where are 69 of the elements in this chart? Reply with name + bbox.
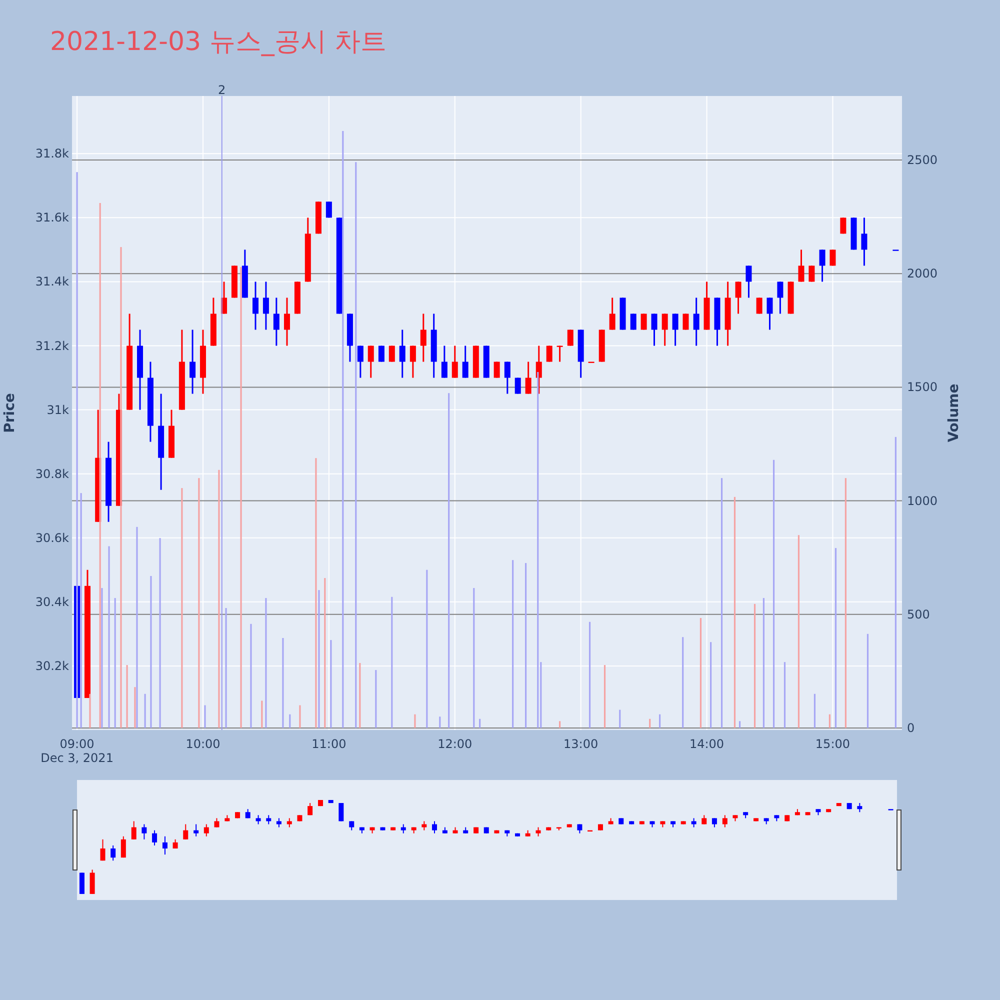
x-tick-label: 12:00 — [438, 737, 472, 751]
y2-axis-title: Volume — [946, 384, 962, 442]
x-tick-label: 13:00 — [564, 737, 598, 751]
y2-tick-label: 0 — [907, 720, 915, 735]
x-tick-label: 09:00 — [60, 737, 94, 751]
y-axis-title: Price — [2, 393, 18, 433]
candlestick — [662, 312, 668, 347]
candlestick — [420, 312, 426, 363]
candlestick — [273, 296, 280, 347]
candlestick — [609, 296, 616, 330]
candlestick — [388, 345, 395, 363]
candlestick — [190, 328, 196, 395]
candlestick — [441, 345, 448, 379]
candlestick — [640, 312, 647, 330]
candlestick — [693, 296, 700, 347]
y2-tick-label: 2000 — [907, 266, 938, 281]
x-tick-label: 14:00 — [689, 737, 724, 751]
candlestick — [357, 345, 364, 379]
candlestick — [756, 296, 762, 314]
candlestick — [746, 264, 752, 298]
candlestick — [808, 264, 815, 282]
candlestick — [462, 345, 468, 379]
candlestick — [567, 328, 574, 347]
y-tick-label: 31.6k — [35, 210, 70, 225]
y-tick-label: 31k — [46, 402, 70, 417]
y-tick-label: 30.8k — [35, 466, 70, 481]
y-tick-label: 30.6k — [35, 530, 70, 545]
candlestick — [536, 345, 542, 395]
candlestick — [504, 361, 510, 395]
y-tick-label: 31.4k — [35, 274, 70, 289]
candlestick — [819, 248, 826, 282]
candlestick — [672, 312, 678, 347]
text: Dec 3, 2021 — [40, 751, 114, 765]
candlestick — [798, 248, 804, 282]
y-tick-label: 30.4k — [35, 594, 70, 609]
candlestick — [399, 328, 406, 379]
candlestick — [735, 280, 742, 314]
candlestick — [840, 216, 846, 234]
candlestick — [410, 345, 416, 379]
y-tick-label: 31.2k — [35, 338, 70, 353]
annotation: 2 — [218, 83, 226, 97]
candlestick — [452, 345, 458, 379]
candlestick — [766, 296, 773, 330]
candlestick — [326, 200, 332, 218]
candlestick — [514, 377, 521, 395]
candlestick — [262, 280, 269, 330]
candlestick — [651, 312, 658, 347]
candlestick — [368, 345, 374, 379]
x-tick-label: 10:00 — [186, 737, 220, 751]
y-tick-label: 31.8k — [35, 146, 70, 161]
y-tick-label: 30.2k — [35, 658, 70, 673]
candlestick — [525, 361, 532, 395]
y2-tick-label: 500 — [907, 607, 930, 622]
y2-tick-label: 2500 — [907, 153, 938, 168]
candlestick — [494, 361, 500, 379]
candlestick — [252, 280, 259, 330]
x-tick-label: 15:00 — [815, 737, 850, 751]
candlestick — [378, 345, 384, 363]
candlestick — [546, 345, 552, 363]
x-tick-label: 11:00 — [312, 737, 346, 751]
candlestick — [284, 296, 290, 347]
chart-title: 2021-12-03 뉴스_공시 차트 — [50, 27, 387, 57]
candlestick — [630, 312, 636, 330]
candlestick — [682, 312, 689, 330]
candlestick — [777, 280, 784, 314]
candlestick — [861, 216, 868, 266]
candlestick — [830, 248, 836, 266]
y2-tick-label: 1500 — [907, 380, 938, 394]
y2-tick-label: 1000 — [907, 494, 938, 508]
